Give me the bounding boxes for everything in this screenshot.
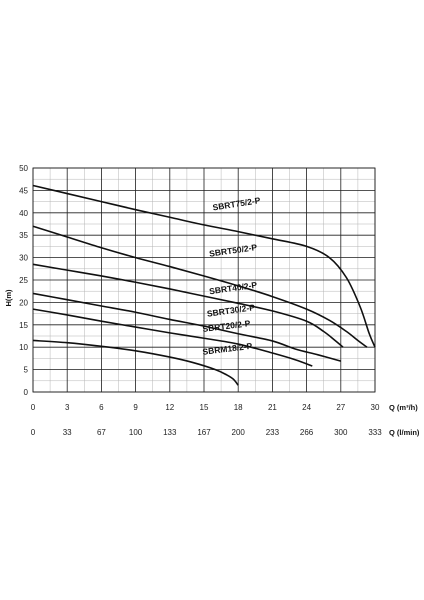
y-tick-label: 5	[24, 366, 29, 375]
y-tick-label: 25	[19, 276, 28, 285]
curve-sbrt20-2-p	[32, 308, 313, 367]
x-tick-label: 9	[133, 403, 138, 412]
pump-curves	[32, 184, 376, 386]
x-secondary-tick-label: 33	[63, 428, 72, 437]
y-tick-label: 20	[19, 298, 28, 307]
curve-sbrt50-2-p	[32, 225, 368, 348]
x-secondary-tick-label: 167	[197, 428, 211, 437]
x-tick-label: 21	[268, 403, 277, 412]
y-axis-title: H(m)	[4, 289, 13, 307]
y-axis-ticks: 0 5 10 15 20 25 30 35 40 45 50	[19, 164, 28, 397]
x-tick-label: 18	[234, 403, 243, 412]
x-secondary-tick-label: 333	[368, 428, 382, 437]
x-axis-ticks: 0 3 6 9 12 15 18 21 24 27 30	[31, 403, 380, 412]
x-tick-label: 3	[65, 403, 70, 412]
x-secondary-tick-label: 300	[334, 428, 348, 437]
x-secondary-tick-label: 133	[163, 428, 177, 437]
curve-sbrt40-2-p	[32, 263, 344, 348]
y-tick-label: 40	[19, 209, 28, 218]
x-secondary-tick-label: 67	[97, 428, 106, 437]
x-axis-title: Q (m³/h)	[389, 403, 418, 412]
x-tick-label: 30	[371, 403, 380, 412]
curve-sbrt75-2-p	[32, 184, 376, 348]
x-tick-label: 0	[31, 403, 36, 412]
curve-sbrt30-2-p	[32, 292, 342, 362]
x-tick-label: 15	[200, 403, 209, 412]
curve-sbrm18-2-p	[32, 339, 239, 386]
x-secondary-tick-label: 0	[31, 428, 36, 437]
x-tick-label: 12	[165, 403, 174, 412]
y-tick-label: 50	[19, 164, 28, 173]
y-tick-label: 15	[19, 321, 28, 330]
x-tick-label: 24	[302, 403, 311, 412]
x-tick-label: 6	[99, 403, 104, 412]
x-axis-secondary-ticks: 0 33 67 100 133 167 200 233 266 300 333	[31, 428, 382, 437]
x-secondary-tick-label: 266	[300, 428, 314, 437]
major-grid	[32, 167, 376, 393]
x-tick-label: 27	[336, 403, 345, 412]
y-tick-label: 10	[19, 343, 28, 352]
plot-frame	[32, 167, 376, 393]
y-tick-label: 0	[24, 388, 29, 397]
y-tick-label: 35	[19, 231, 28, 240]
y-tick-label: 45	[19, 186, 28, 195]
x-secondary-tick-label: 200	[232, 428, 246, 437]
x-secondary-tick-label: 100	[129, 428, 143, 437]
x-secondary-tick-label: 233	[266, 428, 280, 437]
y-tick-label: 30	[19, 254, 28, 263]
x-axis-secondary-title: Q (l/min)	[389, 428, 420, 437]
